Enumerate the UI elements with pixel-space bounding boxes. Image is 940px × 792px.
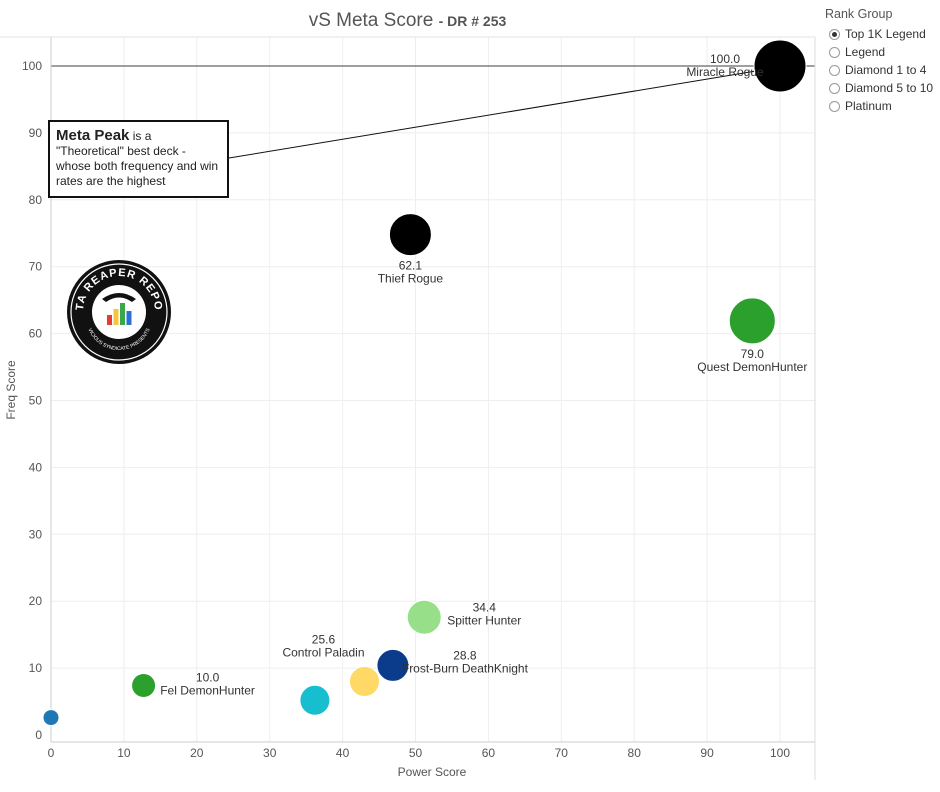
point-score-label: 25.6 xyxy=(312,632,336,646)
point-score-label: 100.0 xyxy=(710,52,740,66)
x-tick-label: 70 xyxy=(555,746,569,760)
y-tick-label: 40 xyxy=(29,460,43,474)
rank-group-option[interactable]: Top 1K Legend xyxy=(825,25,933,43)
data-point xyxy=(406,599,442,635)
y-axis-title: Freq Score xyxy=(4,360,18,420)
point-name-label: Quest DemonHunter xyxy=(697,360,807,374)
x-tick-label: 90 xyxy=(700,746,714,760)
point-name-label: Spitter Hunter xyxy=(447,613,521,627)
data-point xyxy=(728,297,776,345)
x-tick-label: 60 xyxy=(482,746,496,760)
radio-icon[interactable] xyxy=(829,82,840,94)
data-reaper-logo: DATA REAPER REPORT VICIOUS SYNDICATE PRE… xyxy=(66,259,171,364)
y-tick-label: 80 xyxy=(29,193,43,207)
data-point xyxy=(376,648,410,682)
data-point xyxy=(299,684,331,716)
y-tick-label: 100 xyxy=(22,59,42,73)
logo-bar xyxy=(107,315,112,325)
point-name-label: Thief Rogue xyxy=(378,272,444,286)
rank-group-option[interactable]: Legend xyxy=(825,43,933,61)
chart-title: vS Meta Score - DR # 253 xyxy=(308,10,507,31)
x-tick-label: 50 xyxy=(409,746,423,760)
rank-group-option[interactable]: Diamond 1 to 4 xyxy=(825,61,933,79)
y-tick-label: 10 xyxy=(29,661,43,675)
rank-group-option-label: Platinum xyxy=(845,99,892,113)
radio-icon[interactable] xyxy=(829,28,840,40)
data-point xyxy=(348,665,380,697)
y-tick-label: 0 xyxy=(35,728,42,742)
point-score-label: 62.1 xyxy=(399,259,423,273)
point-score-label: 34.4 xyxy=(473,600,497,614)
rank-group-title: Rank Group xyxy=(825,7,893,21)
y-tick-label: 50 xyxy=(29,394,43,408)
point-name-label: Frost-Burn DeathKnight xyxy=(402,661,529,675)
rank-group-option[interactable]: Diamond 5 to 10 xyxy=(825,79,933,97)
point-name-label: Miracle Rogue xyxy=(686,65,764,79)
point-name-label: Fel DemonHunter xyxy=(160,683,255,697)
radio-icon[interactable] xyxy=(829,100,840,112)
x-tick-label: 0 xyxy=(48,746,55,760)
y-tick-label: 30 xyxy=(29,527,43,541)
y-tick-label: 60 xyxy=(29,327,43,341)
callout-text: is a "Theoretical" best deck - whose bot… xyxy=(56,129,219,188)
y-tick-label: 90 xyxy=(29,126,43,140)
rank-group-option[interactable]: Platinum xyxy=(825,97,933,115)
rank-group-option-label: Legend xyxy=(845,45,886,59)
logo-inner-ring xyxy=(70,263,168,361)
axes: 0 10 20 30 40 50 60 70 80 90 100 0 10 20 30 40 50 60 70 80 9… xyxy=(0,36,816,780)
rank-group-option-label: Top 1K Legend xyxy=(845,27,926,41)
x-tick-label: 10 xyxy=(117,746,131,760)
y-tick-label: 70 xyxy=(29,260,43,274)
rank-group-option-label: Diamond 5 to 10 xyxy=(845,81,934,95)
callout-pointer xyxy=(228,70,757,159)
x-tick-label: 80 xyxy=(628,746,642,760)
callout-bold: Meta Peak xyxy=(56,127,130,144)
radio-icon[interactable] xyxy=(829,46,840,58)
data-points xyxy=(42,39,807,727)
radio-icon[interactable] xyxy=(829,64,840,76)
data-point xyxy=(131,672,157,698)
chart-title-sub: DR # 253 xyxy=(447,13,507,29)
chart-title-main: vS Meta Score xyxy=(308,10,434,31)
scythe-icon xyxy=(102,293,136,302)
point-score-label: 79.0 xyxy=(741,347,765,361)
logo-bar xyxy=(113,309,119,325)
x-tick-label: 30 xyxy=(263,746,277,760)
logo-bar xyxy=(126,311,132,325)
point-name-label: Control Paladin xyxy=(282,645,364,659)
logo-bar xyxy=(120,303,125,325)
callout-pointer-line xyxy=(228,70,757,159)
x-axis-title: Power Score xyxy=(398,765,467,779)
logo-bars-icon xyxy=(102,293,136,325)
x-tick-label: 20 xyxy=(190,746,204,760)
rank-group-filter: Rank Group Top 1K Legend Legend Diamond 1 … xyxy=(825,7,933,115)
data-point xyxy=(388,213,432,257)
data-point xyxy=(42,709,60,727)
rank-group-option-label: Diamond 1 to 4 xyxy=(845,63,927,77)
data-point xyxy=(753,39,807,93)
meta-peak-callout: Meta Peak is a "Theoretical" best deck -… xyxy=(48,120,229,198)
x-tick-label: 40 xyxy=(336,746,350,760)
y-tick-label: 20 xyxy=(29,594,43,608)
point-score-label: 28.8 xyxy=(453,648,477,662)
point-score-label: 10.0 xyxy=(196,670,220,684)
x-tick-label: 100 xyxy=(770,746,790,760)
